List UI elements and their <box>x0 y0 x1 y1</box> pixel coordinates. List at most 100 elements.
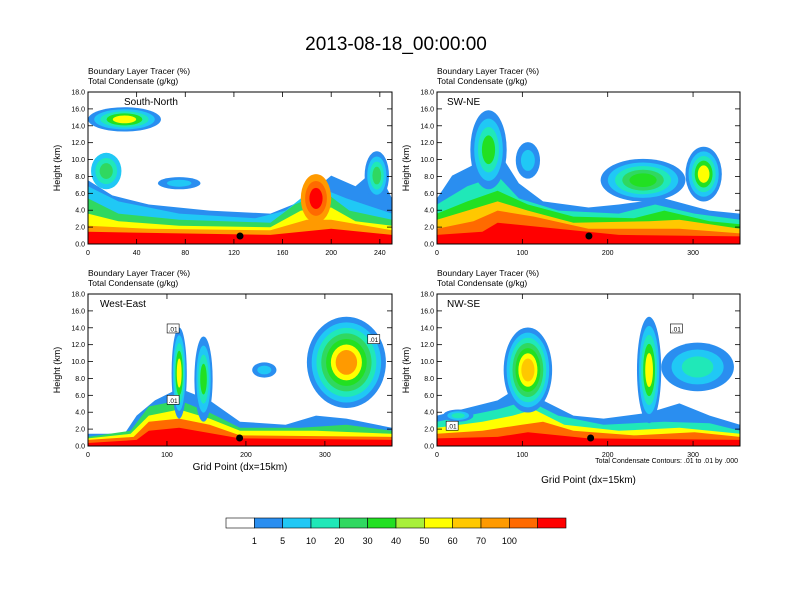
y-tick-label: 8.0 <box>424 174 434 181</box>
contour-label: .01 <box>448 424 457 431</box>
x-tick-label: 240 <box>374 250 386 257</box>
y-tick-label: 10.0 <box>71 157 85 164</box>
y-tick-label: 18.0 <box>71 90 85 97</box>
x-tick-label: 0 <box>86 250 90 257</box>
panel-header-condensate: Total Condensate (g/kg) <box>437 76 527 86</box>
y-tick-label: 0.0 <box>424 444 434 451</box>
panel-header-tracer: Boundary Layer Tracer (%) <box>437 268 539 278</box>
y-tick-label: 6.0 <box>75 191 85 198</box>
contour-label: .01 <box>672 326 681 333</box>
panel-label: NW-SE <box>447 299 480 310</box>
colorbar-box <box>509 517 538 529</box>
x-tick-label: 40 <box>133 250 141 257</box>
contour-label-box <box>445 420 459 431</box>
tracer-field <box>88 294 392 446</box>
y-tick-label: 6.0 <box>424 191 434 198</box>
plot-frame <box>436 91 741 245</box>
contour-label: .01 <box>169 398 178 405</box>
y-tick-label: 16.0 <box>420 106 434 113</box>
contour-label-box <box>166 395 180 405</box>
location-marker <box>585 232 593 240</box>
tracer-patch <box>166 179 192 187</box>
y-tick-label: 12.0 <box>71 140 85 147</box>
plot-frame <box>87 91 393 245</box>
contour-label-box <box>367 334 381 344</box>
y-tick-label: 16.0 <box>420 308 434 315</box>
panel-header-tracer: Boundary Layer Tracer (%) <box>437 66 539 76</box>
tracer-patch <box>645 352 653 388</box>
tracer-patch <box>697 165 710 183</box>
tracer-patch <box>372 166 382 185</box>
y-axis-label: Height (km) <box>52 347 62 394</box>
y-tick-label: 4.0 <box>75 410 85 417</box>
y-tick-label: 6.0 <box>75 393 85 400</box>
location-marker <box>236 232 244 240</box>
tracer-patch <box>481 135 496 165</box>
location-marker <box>236 434 244 442</box>
colorbar-box <box>424 517 453 529</box>
panel-nw-se: Boundary Layer Tracer (%) Total Condensat… <box>401 268 741 486</box>
tracer-patch <box>200 363 207 395</box>
x-tick-label: 200 <box>602 250 614 257</box>
panel-south-north: Boundary Layer Tracer (%)Total Condensat… <box>52 66 393 257</box>
x-tick-label: 0 <box>435 452 439 459</box>
y-tick-label: 12.0 <box>420 140 434 147</box>
y-tick-label: 10.0 <box>420 359 434 366</box>
y-tick-label: 16.0 <box>71 106 85 113</box>
tracer-patch <box>335 350 358 375</box>
colorbar-box <box>367 517 397 529</box>
colorbar-box <box>254 517 283 529</box>
tracer-patch <box>309 187 323 209</box>
y-tick-label: 8.0 <box>424 376 434 383</box>
colorbar-box <box>225 517 255 529</box>
y-tick-label: 2.0 <box>424 427 434 434</box>
panel-header-condensate: Total Condensate (g/kg) <box>88 76 178 86</box>
y-tick-label: 18.0 <box>71 292 85 299</box>
tracer-patch <box>629 173 657 187</box>
colorbar-label: 10 <box>306 536 316 546</box>
plot-frame <box>87 293 393 447</box>
tracer-patch <box>99 163 113 179</box>
tracer-field <box>437 92 740 244</box>
tracer-patch <box>176 358 182 388</box>
colorbar-box <box>480 517 510 529</box>
y-tick-label: 10.0 <box>71 359 85 366</box>
x-axis-label: Grid Point (dx=15km) <box>193 462 288 473</box>
contour-label: .01 <box>169 326 178 333</box>
y-tick-label: 14.0 <box>71 123 85 130</box>
panel-header-condensate: Total Condensate (g/kg) <box>88 278 178 288</box>
tracer-patch <box>520 149 535 171</box>
panel-west-east: Boundary Layer Tracer (%)Total Condensat… <box>52 268 393 473</box>
x-tick-label: 100 <box>517 250 529 257</box>
y-tick-label: 14.0 <box>420 325 434 332</box>
y-tick-label: 12.0 <box>420 342 434 349</box>
colorbar-box <box>339 517 368 529</box>
y-tick-label: 0.0 <box>75 444 85 451</box>
y-tick-label: 18.0 <box>420 90 434 97</box>
colorbar-box <box>282 517 312 529</box>
panel-label: West-East <box>100 299 146 310</box>
colorbar-label: 20 <box>334 536 344 546</box>
colorbar-label: 60 <box>448 536 458 546</box>
y-tick-label: 16.0 <box>71 308 85 315</box>
colorbar-box <box>395 517 425 529</box>
panel-label: South-North <box>124 97 178 108</box>
y-tick-label: 4.0 <box>424 208 434 215</box>
panel-header-tracer: Boundary Layer Tracer (%) <box>88 66 190 76</box>
figure-title: 2013-08-18_00:00:00 <box>305 34 487 55</box>
colorbar-label: 30 <box>363 536 373 546</box>
y-tick-label: 14.0 <box>71 325 85 332</box>
plot-frame <box>436 293 741 447</box>
tracer-patch <box>257 365 272 375</box>
location-marker <box>587 434 595 442</box>
footnote: Total Condensate Contours: .01 to .01 by… <box>595 458 738 465</box>
y-tick-label: 8.0 <box>75 174 85 181</box>
tracer-patch <box>681 356 714 378</box>
x-tick-label: 200 <box>325 250 337 257</box>
y-tick-label: 2.0 <box>75 427 85 434</box>
y-tick-label: 12.0 <box>71 342 85 349</box>
x-tick-label: 160 <box>277 250 289 257</box>
tracer-band <box>88 427 392 446</box>
y-tick-label: 14.0 <box>420 123 434 130</box>
